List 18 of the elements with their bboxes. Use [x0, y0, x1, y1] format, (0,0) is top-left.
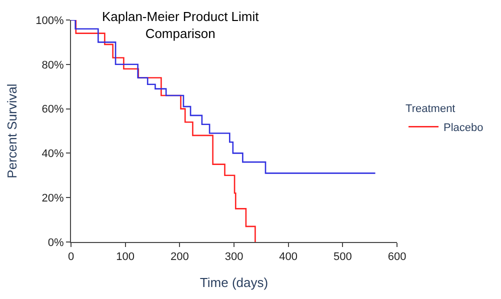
x-tick-label: 200	[170, 251, 189, 264]
y-tick-label: 60%	[42, 104, 64, 116]
legend-title: Treatment	[406, 103, 456, 116]
y-axis-title: Percent Survival	[4, 84, 20, 178]
y-tick-label: 20%	[42, 192, 64, 204]
x-axis-title: Time (days)	[200, 274, 268, 290]
x-tick-label: 400	[279, 251, 298, 264]
y-tick-label: 100%	[36, 14, 64, 27]
chart-title: Kaplan-Meier Product Limit Comparison	[102, 8, 260, 41]
x-tick-label: 100	[116, 251, 135, 264]
x-tick-label: 300	[224, 251, 244, 264]
x-tick-label: 500	[333, 251, 352, 264]
x-tick-label: 600	[388, 251, 406, 264]
legend-label: Placebo	[444, 122, 484, 134]
y-tick-label: 80%	[42, 59, 64, 72]
y-tick-label: 0%	[48, 236, 64, 249]
y-tick-label: 40%	[42, 148, 64, 160]
x-tick-label: 0	[68, 251, 74, 264]
